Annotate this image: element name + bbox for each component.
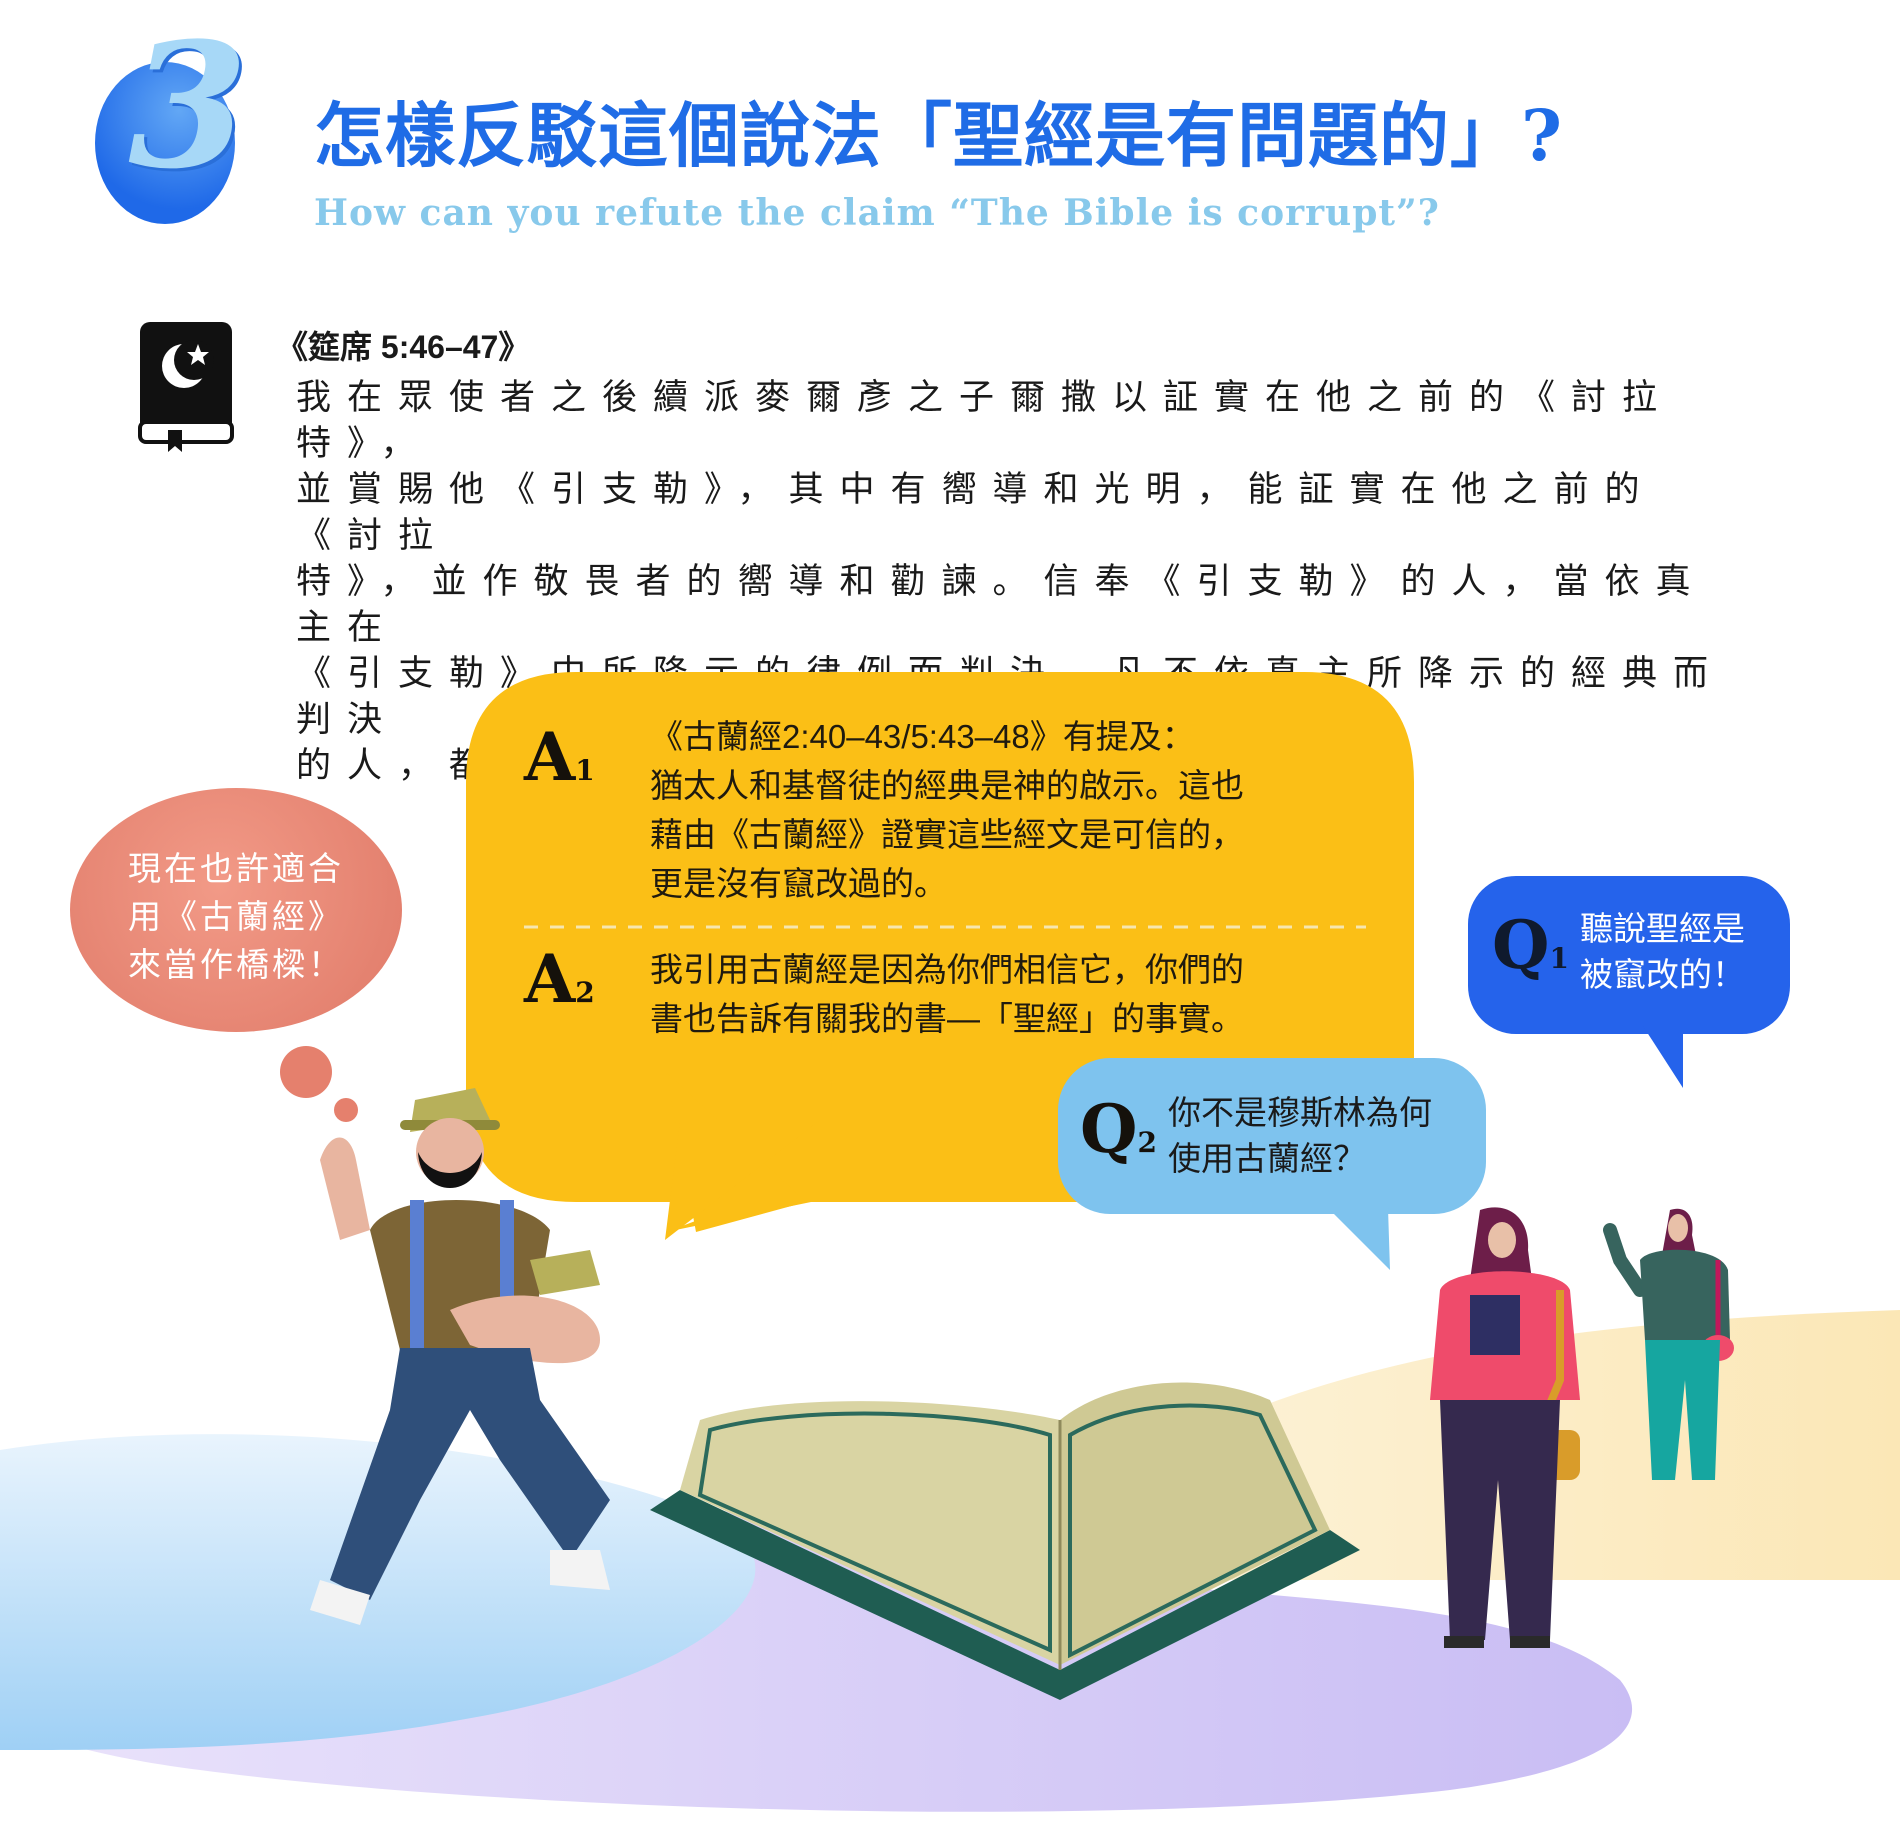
verse-line: 並賞賜他《引支勒》，其中有嚮導和光明，能証實在他之前的《討拉 (296, 470, 1656, 555)
thought-line: 現在也許適合 (128, 850, 344, 887)
thought-dot-large (280, 1046, 332, 1098)
question-line: 你不是穆斯林為何 (1168, 1094, 1432, 1131)
answer-line: 更是沒有竄改過的。 (650, 865, 947, 902)
answer-a1-text: 《古蘭經2:40–43/5:43–48》有提及： 猶太人和基督徒的經典是神的啟示… (650, 712, 1244, 908)
question-label-q2: Q2 (1080, 1090, 1157, 1168)
thought-line: 來當作橋樑！ (128, 946, 344, 983)
answer-line: 我引用古蘭經是因為你們相信它，你們的 (650, 951, 1244, 988)
question-q2-text: 你不是穆斯林為何 使用古蘭經？ (1168, 1090, 1432, 1182)
woman-reading-illustration (1430, 1207, 1580, 1648)
answer-bubble-tail (665, 1120, 820, 1240)
answer-line: 《古蘭經2:40–43/5:43–48》有提及： (650, 718, 1195, 755)
question-label-q1: Q1 (1492, 906, 1569, 984)
page-title: 怎樣反駁這個說法「聖經是有問題的」? (314, 94, 1564, 177)
answer-line: 猶太人和基督徒的經典是神的啟示。這也 (650, 767, 1244, 804)
bearded-man-illustration (310, 1088, 610, 1625)
section-number-circle (95, 62, 235, 224)
question-q1-text: 聽說聖經是 被竄改的！ (1580, 906, 1745, 998)
thought-dot-small (334, 1098, 358, 1122)
section-number: 3 (128, 4, 248, 207)
verse-reference: 《筵席 5:46–47》 (276, 329, 531, 365)
question-line: 被竄改的！ (1580, 956, 1745, 993)
answer-line: 書也告訴有關我的書—「聖經」的事實。 (650, 1000, 1244, 1037)
open-book-illustration (650, 1382, 1360, 1700)
answer-label-a1: A1 (524, 718, 595, 796)
question-bubble-q2 (1058, 1058, 1486, 1270)
thought-bubble (70, 788, 402, 1032)
answer-line: 藉由《古蘭經》證實這些經文是可信的， (650, 816, 1244, 853)
verse-line: 特》，並作敬畏者的嚮導和勸諫。信奉《引支勒》的人，當依真主在 (296, 562, 1707, 647)
thought-bubble-text: 現在也許適合 用《古蘭經》 來當作橋樑！ (70, 845, 402, 989)
answer-label-a2: A2 (524, 940, 595, 1018)
verse-line: 我在眾使者之後續派麥爾彥之子爾撒以証實在他之前的《討拉特》， (296, 378, 1674, 463)
page-subtitle: How can you refute the claim “The Bible … (314, 192, 1440, 234)
question-bubble-q1 (1468, 876, 1790, 1088)
question-line: 聽說聖經是 (1580, 910, 1745, 947)
thought-line: 用《古蘭經》 (128, 898, 344, 935)
answer-a2-text: 我引用古蘭經是因為你們相信它，你們的 書也告訴有關我的書—「聖經」的事實。 (650, 945, 1244, 1043)
quran-book-icon (138, 322, 234, 452)
woman-waving-illustration (1603, 1208, 1734, 1480)
question-line: 使用古蘭經？ (1168, 1140, 1366, 1177)
